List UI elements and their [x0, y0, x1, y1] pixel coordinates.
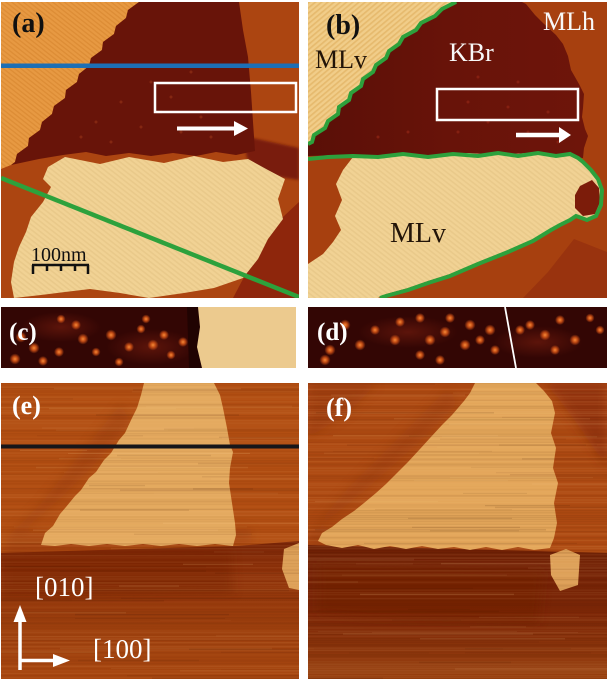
svg-text:(b): (b)	[326, 10, 360, 41]
svg-text:100nm: 100nm	[31, 244, 87, 266]
svg-text:(d): (d)	[317, 319, 348, 346]
svg-text:[010]: [010]	[35, 572, 93, 602]
svg-text:(c): (c)	[9, 319, 37, 346]
svg-text:MLv: MLv	[390, 218, 446, 249]
svg-text:(e): (e)	[12, 391, 41, 420]
svg-text:MLh: MLh	[543, 7, 595, 36]
svg-text:[100]: [100]	[93, 634, 151, 664]
svg-text:(a): (a)	[12, 8, 45, 39]
svg-text:MLv: MLv	[315, 45, 367, 74]
svg-text:KBr: KBr	[449, 38, 494, 67]
svg-text:(f): (f)	[326, 393, 352, 422]
